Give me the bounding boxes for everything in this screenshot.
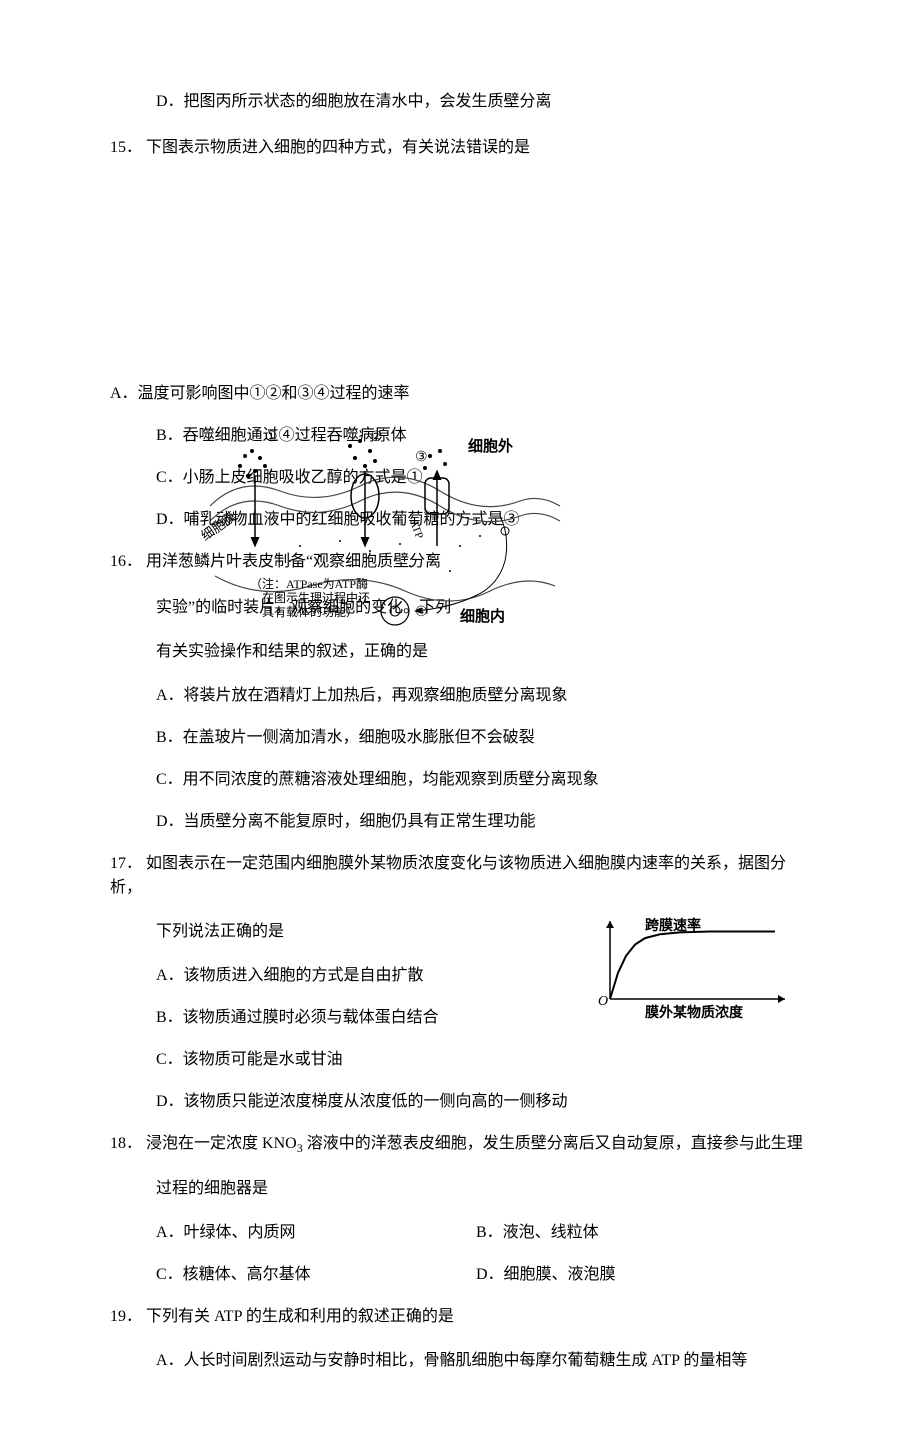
q15-option-a: A．温度可影响图中①②和③④过程的速率 <box>110 382 810 406</box>
q17-chart: 跨膜速率膜外某物质浓度 O <box>590 914 790 1024</box>
q18-stem-line2: 过程的细胞器是 <box>110 1177 810 1201</box>
q18-stem1b: 溶液中的洋葱表皮细胞，发生质壁分离后又自动复原，直接参与此生理 <box>303 1135 803 1152</box>
q18-stem-line1: 18． 浸泡在一定浓度 KNO3 溶液中的洋葱表皮细胞，发生质壁分离后又自动复原… <box>110 1132 810 1157</box>
q18-option-d: D．细胞膜、液泡膜 <box>476 1263 810 1287</box>
q19-option-a: A．人长时间剧烈运动与安静时相比，骨骼肌细胞中每摩尔葡萄糖生成 ATP 的量相等 <box>110 1349 810 1373</box>
q15-number: 15． <box>110 139 142 156</box>
q15-stem-text: 下图表示物质进入细胞的四种方式，有关说法错误的是 <box>146 139 530 156</box>
svg-text:（注：ATPase为ATP酶: （注：ATPase为ATP酶 <box>250 576 368 591</box>
q15-membrane-figure: ① ② ③ ④ 细胞外 细胞内 细胞膜 ATP （注：ATPase为ATP酶 在… <box>170 416 570 636</box>
q18-option-a: A．叶绿体、内质网 <box>156 1221 476 1245</box>
q17-option-c: C．该物质可能是水或甘油 <box>110 1048 810 1072</box>
svg-text:具有载体的功能）: 具有载体的功能） <box>262 604 358 619</box>
q19-stem-text: 下列有关 ATP 的生成和利用的叙述正确的是 <box>146 1308 454 1325</box>
svg-text:ATP: ATP <box>407 518 425 540</box>
q16-option-a: A．将装片放在酒精灯上加热后，再观察细胞质壁分离现象 <box>110 684 810 708</box>
q15-stem: 15． 下图表示物质进入细胞的四种方式，有关说法错误的是 <box>110 136 810 160</box>
svg-text:细胞内: 细胞内 <box>460 607 505 625</box>
svg-text:跨膜速率: 跨膜速率 <box>645 917 701 934</box>
q19-number: 19． <box>110 1308 142 1325</box>
svg-text:膜外某物质浓度: 膜外某物质浓度 <box>645 1004 744 1021</box>
svg-text:③: ③ <box>415 450 428 465</box>
q16-number: 16． <box>110 553 142 570</box>
svg-text:在图示生理过程中还: 在图示生理过程中还 <box>262 590 370 605</box>
q18-number: 18． <box>110 1135 142 1152</box>
svg-text:O: O <box>598 994 608 1009</box>
q16-option-c: C．用不同浓度的蔗糖溶液处理细胞，均能观察到质壁分离现象 <box>110 768 810 792</box>
q17-stem1-text: 如图表示在一定范围内细胞膜外某物质浓度变化与该物质进入细胞膜内速率的关系，据图分… <box>110 855 786 896</box>
q19-stem: 19． 下列有关 ATP 的生成和利用的叙述正确的是 <box>110 1305 810 1329</box>
svg-text:①: ① <box>265 430 278 445</box>
svg-text:②: ② <box>370 430 383 445</box>
q17-number: 17． <box>110 855 142 872</box>
q14-option-d: D．把图丙所示状态的细胞放在清水中，会发生质壁分离 <box>110 90 810 114</box>
q18-option-c: C．核糖体、高尔基体 <box>156 1263 476 1287</box>
q15-figure-space <box>110 182 810 382</box>
q18-option-b: B．液泡、线粒体 <box>476 1221 810 1245</box>
q16-option-d: D．当质壁分离不能复原时，细胞仍具有正常生理功能 <box>110 810 810 834</box>
q18-row-cd: C．核糖体、高尔基体 D．细胞膜、液泡膜 <box>110 1263 810 1287</box>
q17-stem-line1: 17． 如图表示在一定范围内细胞膜外某物质浓度变化与该物质进入细胞膜内速率的关系… <box>110 852 810 900</box>
svg-text:④: ④ <box>415 605 428 620</box>
q17-option-d: D．该物质只能逆浓度梯度从浓度低的一侧向高的一侧移动 <box>110 1090 810 1114</box>
svg-text:细胞外: 细胞外 <box>468 437 513 455</box>
q18-stem1a: 浸泡在一定浓度 KNO <box>146 1135 297 1152</box>
q16-option-b: B．在盖玻片一侧滴加清水，细胞吸水膨胀但不会破裂 <box>110 726 810 750</box>
q18-row-ab: A．叶绿体、内质网 B．液泡、线粒体 <box>110 1221 810 1245</box>
q16-stem-line3: 有关实验操作和结果的叙述，正确的是 <box>110 640 810 664</box>
